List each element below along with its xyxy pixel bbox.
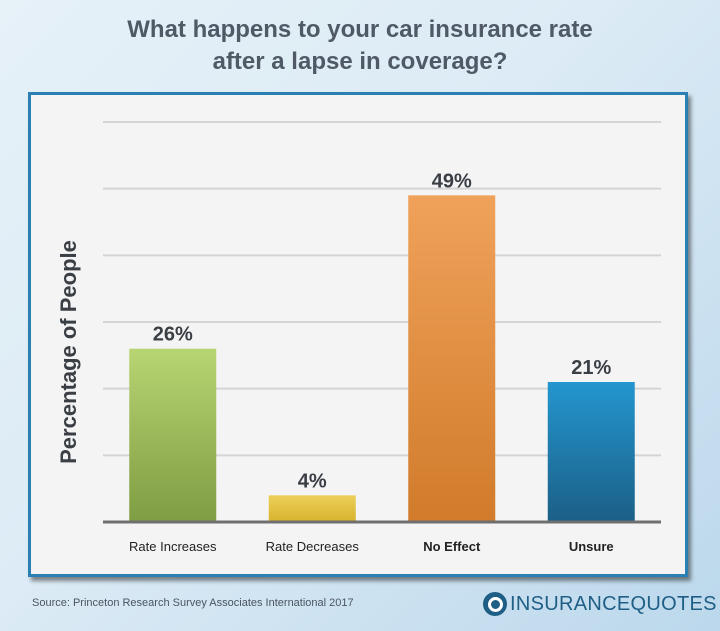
bar-chart: Percentage of People 26% Rate Increases 4% R… xyxy=(56,121,661,554)
category-label: Rate Decreases xyxy=(266,539,360,554)
data-label: 21% xyxy=(571,357,611,379)
bar xyxy=(268,495,356,522)
logo-word-2: QUOTES xyxy=(630,592,717,615)
logo-wordmark: INSURANCEQUOTES xyxy=(510,593,717,616)
bar xyxy=(129,348,217,522)
insurancequotes-logo: INSURANCEQUOTES xyxy=(483,589,717,619)
chart-title-line-2: after a lapse in coverage? xyxy=(212,48,508,75)
data-label: 26% xyxy=(153,324,193,346)
chart-panel: Percentage of People 26% Rate Increases 4% R… xyxy=(28,92,688,577)
bar xyxy=(547,382,635,522)
chart-title: What happens to your car insurance rate … xyxy=(0,14,720,78)
data-label: 49% xyxy=(432,170,472,192)
category-label: No Effect xyxy=(423,539,481,554)
source-note: Source: Princeton Research Survey Associ… xyxy=(32,597,354,609)
data-label: 4% xyxy=(298,470,327,492)
y-axis-label: Percentage of People xyxy=(56,240,81,464)
chart-title-line-1: What happens to your car insurance rate xyxy=(127,16,593,43)
logo-word-1: INSURANCE xyxy=(510,592,631,615)
logo-mark-icon xyxy=(483,592,507,616)
category-label: Rate Increases xyxy=(129,539,217,554)
bar xyxy=(408,195,496,522)
category-label: Unsure xyxy=(569,539,614,554)
